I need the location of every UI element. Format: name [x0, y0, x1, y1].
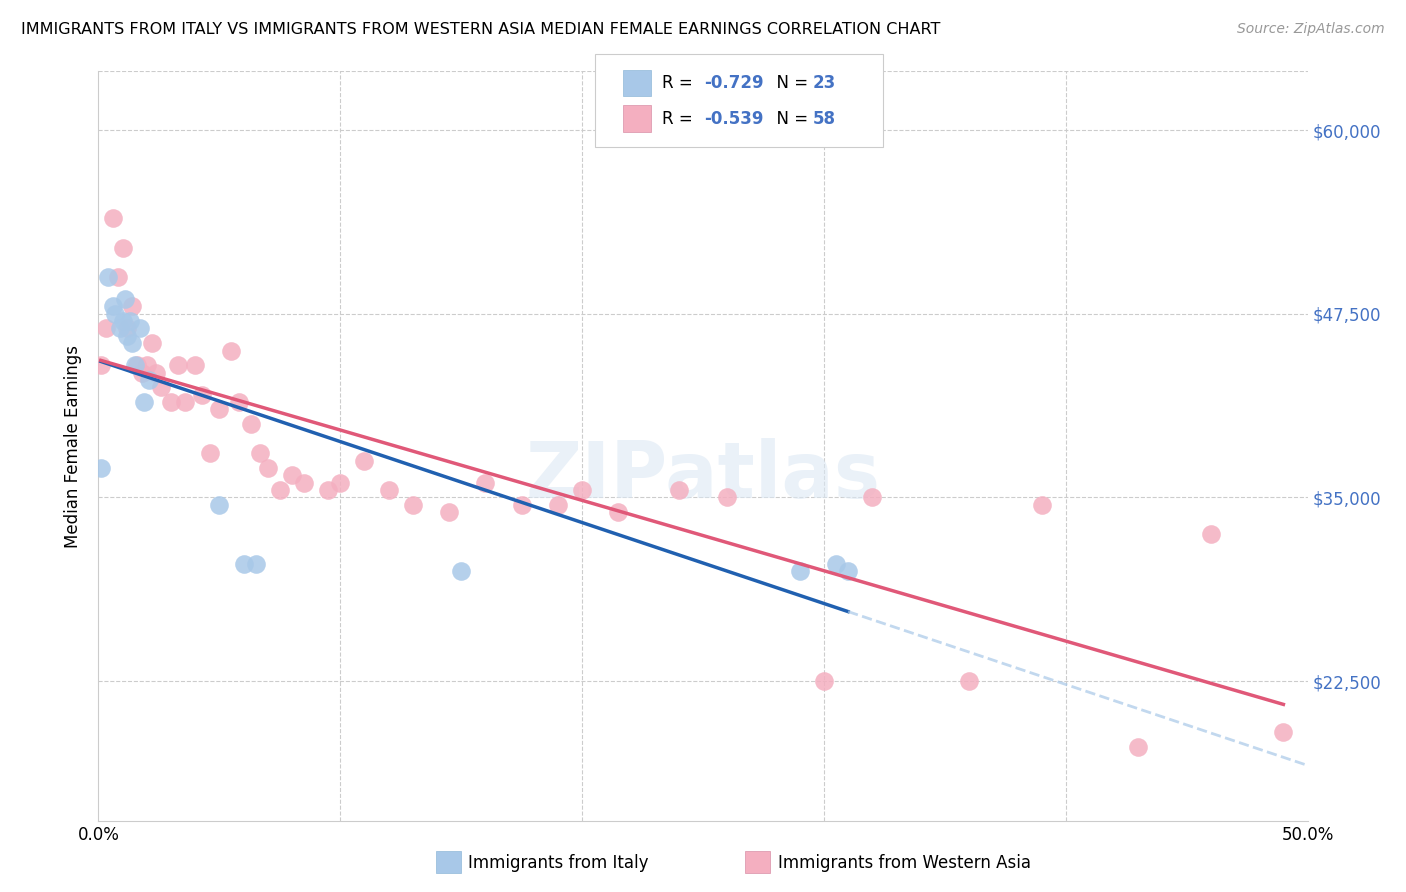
Point — [437, 505, 460, 519]
Point — [316, 483, 339, 497]
Point — [860, 491, 883, 505]
Point — [94, 321, 117, 335]
Point — [281, 468, 304, 483]
Point — [377, 483, 399, 497]
Point — [135, 358, 157, 372]
Point — [118, 314, 141, 328]
Point — [108, 321, 131, 335]
Text: Immigrants from Western Asia: Immigrants from Western Asia — [778, 854, 1031, 871]
Point — [249, 446, 271, 460]
Text: 23: 23 — [813, 74, 837, 92]
Point — [101, 211, 124, 226]
Text: R =: R = — [662, 110, 699, 128]
Point — [174, 395, 197, 409]
Point — [1128, 740, 1150, 755]
Point — [141, 336, 163, 351]
Point — [138, 373, 160, 387]
Point — [117, 328, 139, 343]
Point — [571, 483, 593, 497]
Text: -0.729: -0.729 — [704, 74, 763, 92]
Point — [127, 358, 149, 372]
Point — [134, 395, 156, 409]
Point — [111, 241, 134, 255]
Point — [184, 358, 207, 372]
Point — [198, 446, 221, 460]
Point — [167, 358, 190, 372]
Point — [292, 475, 315, 490]
Point — [117, 321, 139, 335]
Point — [191, 387, 214, 401]
Point — [668, 483, 690, 497]
Text: 58: 58 — [813, 110, 835, 128]
Point — [239, 417, 262, 431]
Point — [90, 461, 112, 475]
Point — [145, 366, 167, 380]
Point — [450, 564, 472, 578]
Point — [121, 300, 143, 314]
Text: N =: N = — [766, 74, 814, 92]
Point — [825, 557, 848, 571]
Point — [1199, 527, 1222, 541]
Point — [228, 395, 250, 409]
Point — [232, 557, 254, 571]
Point — [607, 505, 630, 519]
Point — [789, 564, 811, 578]
Text: Immigrants from Italy: Immigrants from Italy — [468, 854, 648, 871]
Point — [510, 498, 533, 512]
Point — [329, 475, 352, 490]
Point — [208, 402, 231, 417]
Text: -0.539: -0.539 — [704, 110, 763, 128]
Point — [97, 270, 120, 285]
Point — [131, 366, 153, 380]
Point — [402, 498, 425, 512]
Point — [150, 380, 173, 394]
Point — [124, 358, 146, 372]
Text: IMMIGRANTS FROM ITALY VS IMMIGRANTS FROM WESTERN ASIA MEDIAN FEMALE EARNINGS COR: IMMIGRANTS FROM ITALY VS IMMIGRANTS FROM… — [21, 22, 941, 37]
Point — [837, 564, 859, 578]
Point — [128, 321, 150, 335]
Point — [90, 358, 112, 372]
Text: ZIPatlas: ZIPatlas — [526, 438, 880, 514]
Point — [111, 314, 134, 328]
Point — [1272, 725, 1295, 739]
Point — [716, 491, 738, 505]
Text: N =: N = — [766, 110, 814, 128]
Point — [121, 336, 143, 351]
Point — [269, 483, 291, 497]
Y-axis label: Median Female Earnings: Median Female Earnings — [65, 344, 83, 548]
Point — [1031, 498, 1053, 512]
Point — [104, 307, 127, 321]
Point — [547, 498, 569, 512]
Point — [813, 674, 835, 689]
Point — [160, 395, 183, 409]
Point — [107, 270, 129, 285]
Point — [957, 674, 980, 689]
Point — [256, 461, 278, 475]
Point — [114, 292, 136, 306]
Text: R =: R = — [662, 74, 699, 92]
Text: Source: ZipAtlas.com: Source: ZipAtlas.com — [1237, 22, 1385, 37]
Point — [208, 498, 231, 512]
Point — [221, 343, 243, 358]
Point — [474, 475, 496, 490]
Point — [245, 557, 267, 571]
Point — [353, 453, 375, 467]
Point — [101, 300, 124, 314]
